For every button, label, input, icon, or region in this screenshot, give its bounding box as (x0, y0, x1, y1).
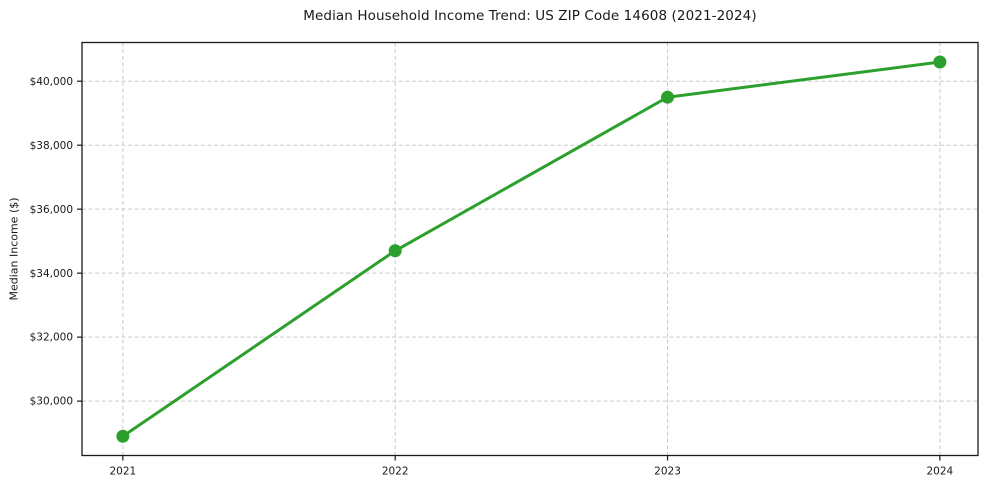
trend-line (121, 60, 942, 438)
y-tick-label: $40,000 (30, 76, 73, 88)
axes-frame (81, 41, 979, 457)
x-tick-label: 2022 (382, 466, 409, 478)
y-tick-label: $36,000 (30, 204, 73, 216)
x-tick-label: 2024 (927, 466, 954, 478)
x-tick-label: 2023 (654, 466, 681, 478)
y-tick-label: $30,000 (30, 396, 73, 408)
data-point-marker (388, 244, 402, 258)
y-tick-label: $38,000 (30, 140, 73, 152)
data-point-marker (661, 90, 675, 104)
data-point-marker (116, 429, 130, 443)
y-tick-label: $34,000 (30, 268, 73, 280)
chart-title: Median Household Income Trend: US ZIP Co… (303, 8, 757, 24)
x-tick-label: 2021 (109, 466, 136, 478)
y-tick-label: $32,000 (30, 332, 73, 344)
data-point-marker (933, 55, 947, 69)
